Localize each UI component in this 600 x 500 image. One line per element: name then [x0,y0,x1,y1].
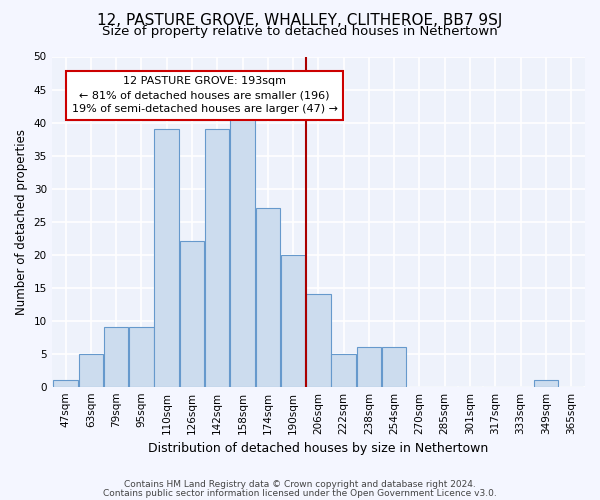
Bar [533,380,558,386]
Bar [79,354,103,386]
Bar [306,294,331,386]
Bar [205,129,229,386]
Bar [154,129,179,386]
Bar [256,208,280,386]
Bar [104,327,128,386]
Text: 12 PASTURE GROVE: 193sqm
← 81% of detached houses are smaller (196)
19% of semi-: 12 PASTURE GROVE: 193sqm ← 81% of detach… [71,76,338,114]
Bar [53,380,78,386]
Bar [129,327,154,386]
Y-axis label: Number of detached properties: Number of detached properties [15,128,28,314]
Text: 12, PASTURE GROVE, WHALLEY, CLITHEROE, BB7 9SJ: 12, PASTURE GROVE, WHALLEY, CLITHEROE, B… [97,12,503,28]
Bar [356,347,381,387]
Bar [331,354,356,386]
Bar [382,347,406,387]
Text: Size of property relative to detached houses in Nethertown: Size of property relative to detached ho… [102,25,498,38]
Text: Contains HM Land Registry data © Crown copyright and database right 2024.: Contains HM Land Registry data © Crown c… [124,480,476,489]
Bar [281,254,305,386]
Text: Contains public sector information licensed under the Open Government Licence v3: Contains public sector information licen… [103,488,497,498]
Bar [230,116,255,386]
Bar [179,242,204,386]
X-axis label: Distribution of detached houses by size in Nethertown: Distribution of detached houses by size … [148,442,488,455]
